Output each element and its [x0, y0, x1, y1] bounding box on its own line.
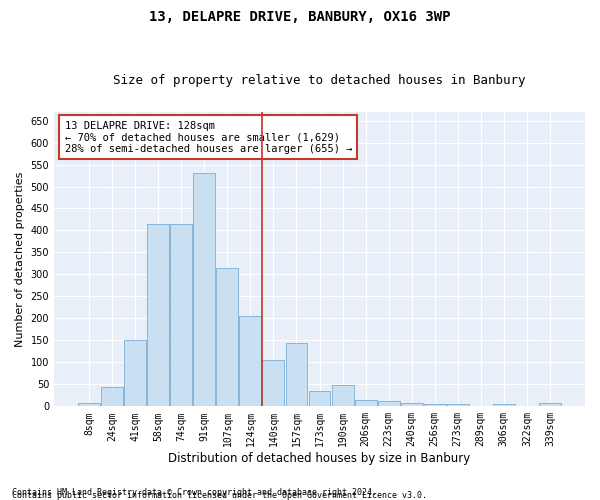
Title: Size of property relative to detached houses in Banbury: Size of property relative to detached ho…: [113, 74, 526, 87]
Bar: [262, 360, 284, 406]
Bar: [193, 174, 215, 406]
Bar: [424, 404, 446, 406]
Bar: [377, 400, 400, 406]
Bar: [101, 386, 123, 406]
Bar: [447, 404, 469, 406]
Text: Contains HM Land Registry data © Crown copyright and database right 2024.: Contains HM Land Registry data © Crown c…: [12, 488, 377, 497]
Bar: [493, 404, 515, 406]
Bar: [239, 316, 262, 406]
Text: 13 DELAPRE DRIVE: 128sqm
← 70% of detached houses are smaller (1,629)
28% of sem: 13 DELAPRE DRIVE: 128sqm ← 70% of detach…: [65, 120, 352, 154]
Bar: [401, 403, 422, 406]
Y-axis label: Number of detached properties: Number of detached properties: [15, 172, 25, 346]
Bar: [147, 224, 169, 406]
Bar: [170, 224, 192, 406]
Bar: [217, 268, 238, 406]
Text: 13, DELAPRE DRIVE, BANBURY, OX16 3WP: 13, DELAPRE DRIVE, BANBURY, OX16 3WP: [149, 10, 451, 24]
Bar: [78, 403, 100, 406]
X-axis label: Distribution of detached houses by size in Banbury: Distribution of detached houses by size …: [169, 452, 470, 465]
Bar: [332, 385, 353, 406]
Bar: [355, 400, 377, 406]
Bar: [308, 391, 331, 406]
Text: Contains public sector information licensed under the Open Government Licence v3: Contains public sector information licen…: [12, 490, 427, 500]
Bar: [539, 403, 561, 406]
Bar: [286, 342, 307, 406]
Bar: [124, 340, 146, 406]
